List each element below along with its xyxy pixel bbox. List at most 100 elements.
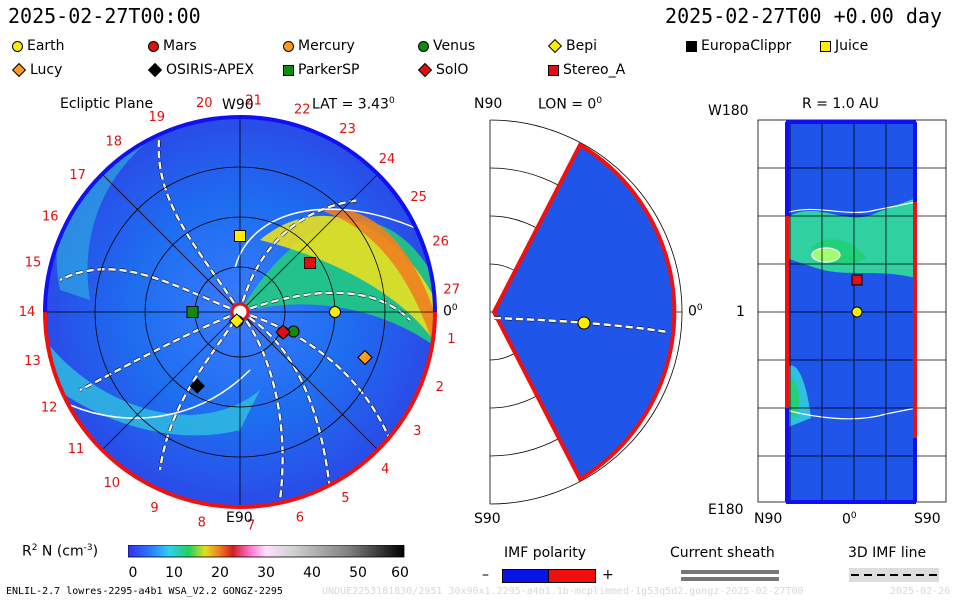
carrington-label: 22 (294, 102, 311, 117)
imf-polarity-plus: + (602, 567, 614, 583)
left-timestamp: 2025-02-27T00:00 (8, 4, 201, 28)
legend-label: ParkerSP (298, 62, 360, 78)
legend-label: Stereo_A (563, 62, 626, 78)
ecliptic-body-lucy (357, 349, 373, 366)
carrington-label: 18 (106, 134, 123, 149)
sphere-stereoa-marker (851, 274, 863, 286)
imf-polarity-positive-swatch (548, 569, 596, 583)
carrington-label: 16 (42, 209, 59, 224)
meridional-bottom-left: S90 (474, 511, 501, 527)
colorbar-tick-label: 50 (349, 565, 367, 581)
square-marker-icon (548, 64, 559, 76)
circle-marker-icon (12, 40, 23, 52)
legend-item-mercury: Mercury (283, 38, 355, 54)
imf-polarity-title: IMF polarity (504, 545, 587, 561)
legend-item-venus: Venus (418, 38, 475, 54)
ecliptic-body-stereo-a (304, 256, 317, 269)
carrington-label: 4 (381, 462, 389, 477)
carrington-label: 27 (443, 283, 460, 298)
ecliptic-body-earth (329, 306, 341, 318)
current-sheath-line-2 (681, 577, 779, 581)
ecliptic-body-parkersp (186, 306, 199, 318)
square-marker-icon (686, 40, 697, 52)
footer-date: 2025-02-26 (890, 586, 951, 597)
carrington-label: 23 (339, 122, 356, 137)
carrington-label: 7 (247, 519, 255, 530)
colorbar-tick-label: 40 (303, 565, 321, 581)
carrington-label: 19 (149, 110, 166, 125)
carrington-label: 5 (341, 491, 349, 506)
legend-label: Lucy (30, 62, 63, 78)
diamond-marker-icon (147, 62, 163, 78)
ecliptic-body-juice (234, 230, 246, 242)
sphere-x-label-right: S90 (914, 511, 941, 527)
legend-label: OSIRIS-APEX (166, 62, 254, 78)
right-timestamp: 2025-02-27T00 +0.00 day (665, 4, 942, 28)
sphere-earth-marker (851, 306, 863, 318)
carrington-label: 15 (25, 256, 42, 271)
carrington-label: 20 (196, 96, 213, 111)
carrington-label: 26 (432, 234, 449, 249)
legend-item-osiris-apex: OSIRIS-APEX (147, 62, 254, 78)
square-marker-icon (283, 64, 294, 76)
sphere-top-left: W180 (708, 103, 749, 119)
carrington-label: 25 (410, 190, 427, 205)
carrington-label: 8 (198, 516, 206, 530)
ecliptic-bottom-label: E90 (226, 510, 253, 526)
legend-item-europaclippr: EuropaClippr (686, 38, 791, 54)
legend-label: Mercury (298, 38, 355, 54)
colorbar-tick-label: 60 (391, 565, 408, 581)
circle-marker-icon (418, 40, 429, 52)
ecliptic-lat-label: LAT = 3.430 (312, 96, 395, 113)
ecliptic-top-label: W90 (222, 97, 254, 113)
meridional-right-label: 00 (688, 303, 703, 320)
sphere-panel (757, 119, 947, 504)
carrington-label: 24 (379, 152, 396, 167)
imf-polarity-minus: – (482, 567, 489, 583)
sphere-mid-left: 1 (736, 304, 745, 320)
ecliptic-title: Ecliptic Plane (60, 96, 154, 112)
carrington-label: 9 (150, 501, 158, 516)
meridional-lon-label: LON = 00 (538, 96, 603, 113)
ecliptic-body-solo (275, 324, 291, 340)
colorbar-label: R2 N (cm-3) (22, 543, 99, 560)
current-sheath-title: Current sheath (670, 545, 775, 561)
ecliptic-body-bepi (229, 313, 245, 329)
carrington-label: 2 (436, 380, 444, 395)
carrington-label: 14 (19, 305, 36, 320)
ecliptic-right-label: 00 (443, 303, 458, 320)
carrington-label: 13 (24, 354, 41, 369)
sphere-bottom-left: E180 (708, 502, 744, 518)
colorbar-tick-label: 30 (257, 565, 275, 581)
carrington-label: 3 (413, 424, 421, 439)
carrington-label: 17 (69, 168, 86, 183)
legend-item-earth: Earth (12, 38, 65, 54)
colorbar-tick-label: 10 (165, 565, 183, 581)
circle-marker-icon (283, 40, 294, 52)
carrington-label: 11 (68, 442, 85, 457)
legend-label: Bepi (566, 38, 597, 54)
legend-label: EuropaClippr (701, 38, 792, 54)
legend-label: Venus (433, 38, 476, 54)
meridional-top-left: N90 (474, 96, 503, 112)
sphere-title: R = 1.0 AU (802, 96, 879, 112)
square-marker-icon (820, 40, 831, 52)
carrington-label: 12 (41, 400, 58, 415)
footer-model-info: ENLIL-2.7 lowres-2295-a4b1 WSA_V2.2 GONG… (6, 586, 283, 597)
imf-line-sample (849, 568, 939, 582)
legend-item-mars: Mars (148, 38, 197, 54)
legend-label: SolO (436, 62, 469, 78)
colorbar: 0 10 20 30 40 50 60 (128, 545, 408, 581)
footer-run-id: UNDUE2253181830/2951 30x90x1.2295-a4b1.1… (322, 586, 804, 597)
meridional-panel (489, 119, 683, 505)
ecliptic-body-osiris-apex (189, 378, 205, 394)
legend-label: Juice (835, 38, 869, 54)
carrington-label: 1 (447, 332, 455, 347)
meridional-earth-marker (577, 316, 591, 330)
colorbar-tick-label: 0 (129, 565, 138, 581)
diamond-marker-icon (417, 62, 433, 78)
current-sheath-line-1 (681, 570, 779, 574)
carrington-label: 21 (245, 93, 262, 108)
legend-item-bepi: Bepi (547, 38, 597, 54)
carrington-label: 6 (296, 510, 304, 525)
